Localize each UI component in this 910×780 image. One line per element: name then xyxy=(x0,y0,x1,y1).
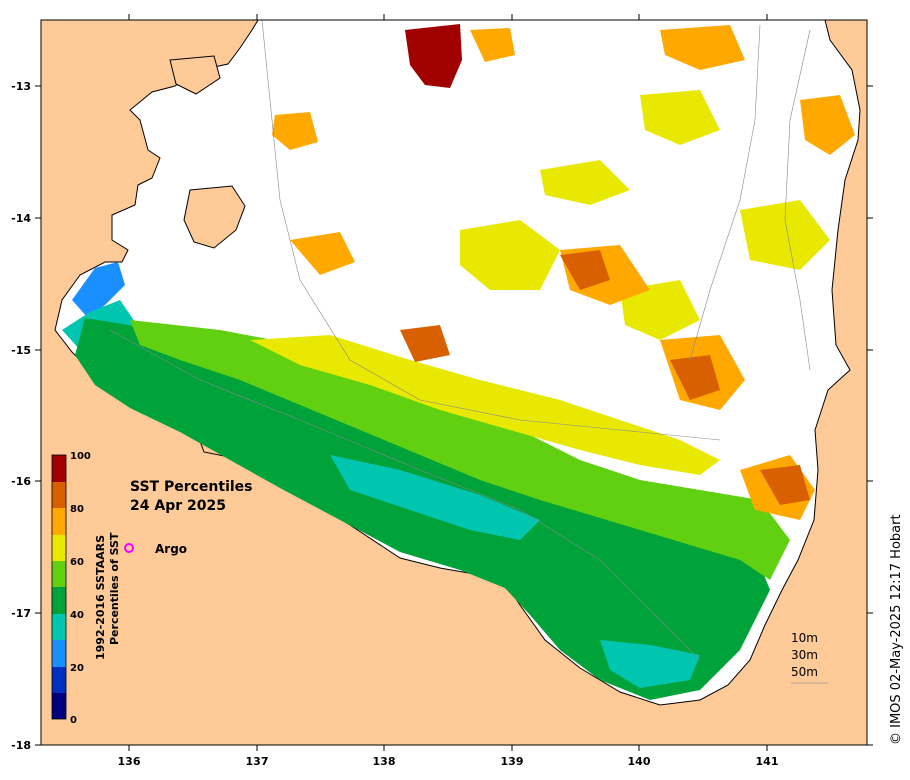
colorbar-segment-8 xyxy=(52,482,66,508)
depth-legend: 10m 30m 50m xyxy=(791,631,828,684)
y-tick-m16: -16 xyxy=(11,475,873,488)
argo-marker-icon xyxy=(124,543,134,553)
y-tick-label: -18 xyxy=(11,739,31,752)
y-tick-m14: -14 xyxy=(11,212,873,225)
y-tick-m17: -17 xyxy=(11,607,873,620)
x-tick-label: 140 xyxy=(628,755,651,768)
x-tick-label: 137 xyxy=(246,755,269,768)
y-tick-m15: -15 xyxy=(11,344,873,357)
groote-eylandt xyxy=(183,185,246,249)
colorbar-title-line2: Percentiles of SST xyxy=(108,532,121,645)
colorbar-frame xyxy=(51,454,67,720)
x-tick-label: 138 xyxy=(373,755,396,768)
x-tick-label: 136 xyxy=(118,755,141,768)
colorbar-segment-3 xyxy=(52,614,66,640)
y-tick-label: -14 xyxy=(11,212,31,225)
colorbar-segment-0 xyxy=(52,693,66,719)
colorbar-label-0: 0 xyxy=(70,715,77,726)
depth-label-50m: 50m xyxy=(791,665,818,679)
y-tick-label: -17 xyxy=(11,607,31,620)
y-tick-label: -13 xyxy=(11,80,31,93)
depth-label-30m: 30m xyxy=(791,648,818,662)
x-tick-141: 141 xyxy=(756,14,779,768)
colorbar-segment-5 xyxy=(52,561,66,587)
colorbar: 0 20 40 60 80 100 1992-2016 SSTAARS Perc… xyxy=(51,451,121,726)
colorbar-segment-7 xyxy=(52,508,66,535)
colorbar-segment-6 xyxy=(52,535,66,561)
x-tick-139: 139 xyxy=(501,14,524,768)
colorbar-segment-9 xyxy=(52,455,66,482)
x-tick-140: 140 xyxy=(628,14,651,768)
colorbar-segment-2 xyxy=(52,640,66,667)
depth-label-10m: 10m xyxy=(791,631,818,645)
x-tick-138: 138 xyxy=(373,14,396,768)
depth-contours xyxy=(109,20,811,661)
colorbar-label-100: 100 xyxy=(70,451,91,462)
x-axis: 136 137 138 139 140 141 xyxy=(118,14,779,768)
x-tick-136: 136 xyxy=(118,14,141,768)
y-tick-label: -15 xyxy=(11,344,31,357)
island-north-west xyxy=(169,55,221,95)
x-tick-label: 141 xyxy=(756,755,779,768)
x-tick-137: 137 xyxy=(246,14,269,768)
map-date: 24 Apr 2025 xyxy=(130,498,226,514)
imos-credit: © IMOS 02-May-2025 12:17 Hobart xyxy=(889,514,904,745)
colorbar-label-40: 40 xyxy=(70,610,84,621)
y-tick-label: -16 xyxy=(11,475,31,488)
x-tick-label: 139 xyxy=(501,755,524,768)
y-axis: -13 -14 -15 -16 -17 -18 xyxy=(11,80,873,752)
map-title: SST Percentiles xyxy=(130,479,253,495)
argo-label: Argo xyxy=(155,542,187,556)
y-tick-m13: -13 xyxy=(11,80,873,93)
colorbar-title-line1: 1992-2016 SSTAARS xyxy=(94,535,107,660)
colorbar-segment-4 xyxy=(52,587,66,614)
plot-frame xyxy=(40,19,868,746)
y-tick-m18: -18 xyxy=(11,739,873,752)
colorbar-segment-1 xyxy=(52,667,66,693)
colorbar-label-20: 20 xyxy=(70,663,84,674)
sst-data-layer xyxy=(62,24,855,700)
colorbar-label-60: 60 xyxy=(70,557,84,568)
colorbar-label-80: 80 xyxy=(70,504,84,515)
